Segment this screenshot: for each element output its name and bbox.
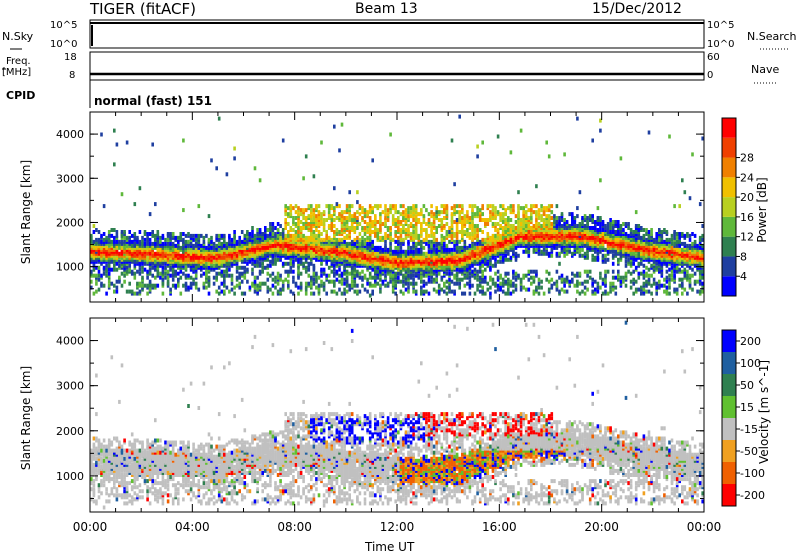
- power-colorbar-label: 16: [740, 211, 754, 224]
- velocity-colorbar-label: 100: [740, 357, 761, 370]
- x-tick-label: 20:00: [584, 520, 619, 534]
- velocity-colorbar-cell: [722, 396, 736, 418]
- freq-bottom-tick: 8: [69, 70, 76, 81]
- velocity-colorbar-cell: [722, 462, 736, 484]
- power-heatmap: [90, 114, 704, 300]
- x-tick-label: 08:00: [277, 520, 312, 534]
- beam-label: Beam 13: [355, 1, 418, 17]
- x-tick-label: 16:00: [482, 520, 517, 534]
- power-colorbar-cell: [722, 256, 736, 277]
- power-ytick-label: 2000: [56, 216, 84, 229]
- nsearch-bottom-tick: 10^0: [707, 39, 735, 50]
- freq-top-tick: 18: [64, 52, 77, 63]
- power-colorbar-cell: [722, 216, 736, 237]
- x-tick-label: 00:00: [73, 520, 108, 534]
- cpid-label: CPID: [6, 89, 36, 102]
- power-colorbar-cell: [722, 276, 736, 296]
- nsky-top-tick: 10^5: [50, 20, 78, 31]
- power-colorbar-label: 28: [740, 152, 754, 165]
- nsky-label: N.Sky: [2, 30, 34, 43]
- velocity-colorbar-cell: [722, 374, 736, 396]
- date-label: 15/Dec/2012: [592, 1, 682, 17]
- power-ytick-label: 1000: [56, 261, 84, 274]
- power-colorbar-cell: [722, 177, 736, 198]
- velocity-ytick-label: 3000: [56, 380, 84, 393]
- velocity-colorbar-cell: [722, 484, 736, 506]
- nave-label: Nave: [751, 63, 780, 76]
- x-tick-label: 04:00: [175, 520, 210, 534]
- velocity-colorbar-label: -200: [740, 489, 765, 502]
- velocity-colorbar-label: 50: [740, 379, 754, 392]
- x-axis-title: Time UT: [365, 540, 415, 554]
- nave-top-tick: 60: [707, 52, 720, 63]
- freq-unit: [MHz]: [2, 67, 32, 78]
- freq-label: Freq.: [6, 56, 31, 67]
- nave-bottom-tick: 0: [707, 70, 714, 81]
- velocity-colorbar-label: 15: [740, 401, 754, 414]
- velocity-colorbar-label: -50: [740, 445, 758, 458]
- velocity-colorbar-label: -15: [740, 423, 758, 436]
- velocity-colorbar-cell: [722, 330, 736, 352]
- velocity-colorbar-cell: [722, 440, 736, 462]
- velocity-colorbar-frame: [721, 329, 737, 507]
- power-colorbar-cell: [722, 197, 736, 217]
- power-ytick-label: 4000: [56, 128, 84, 141]
- x-tick-label: 12:00: [380, 520, 415, 534]
- velocity-colorbar-cell: [722, 352, 736, 374]
- velocity-colorbar-label: -100: [740, 467, 765, 480]
- velocity-ytick-label: 2000: [56, 425, 84, 438]
- freq-strip-frame: [89, 51, 705, 81]
- nsky-bottom-tick: 10^0: [50, 39, 78, 50]
- radar-title: TIGER (fitACF): [90, 0, 197, 18]
- velocity-colorbar-cell: [722, 418, 736, 440]
- power-colorbar-cell: [722, 118, 736, 138]
- nsearch-label: N.Search: [747, 30, 797, 43]
- velocity-ytick-label: 4000: [56, 335, 84, 348]
- velocity-ytick-label: 1000: [56, 470, 84, 483]
- power-ytick-label: 3000: [56, 172, 84, 185]
- power-colorbar-label: 8: [740, 250, 747, 263]
- power-colorbar-cell: [722, 157, 736, 178]
- x-tick-label: 00:00: [687, 520, 722, 534]
- nsky-strip-frame: [89, 19, 705, 49]
- velocity-colorbar-label: 200: [740, 335, 761, 348]
- power-colorbar-frame: [721, 117, 737, 297]
- power-colorbar-label: 12: [740, 231, 754, 244]
- power-colorbar-label: 4: [740, 270, 747, 283]
- power-colorbar-cell: [722, 137, 736, 158]
- power-colorbar-label: 20: [740, 191, 754, 204]
- velocity-heatmap: [90, 320, 704, 510]
- nsearch-top-tick: 10^5: [707, 20, 735, 31]
- cpid-value: normal (fast) 151: [94, 94, 212, 108]
- power-colorbar-label: 24: [740, 171, 754, 184]
- power-colorbar-cell: [722, 236, 736, 257]
